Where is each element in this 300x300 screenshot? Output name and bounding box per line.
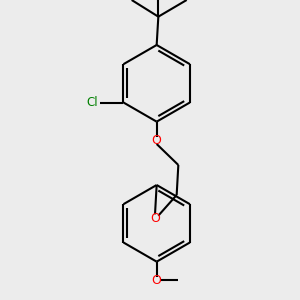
Text: O: O xyxy=(150,212,160,225)
Text: O: O xyxy=(152,274,162,286)
Text: O: O xyxy=(152,134,162,146)
Text: Cl: Cl xyxy=(87,96,98,109)
